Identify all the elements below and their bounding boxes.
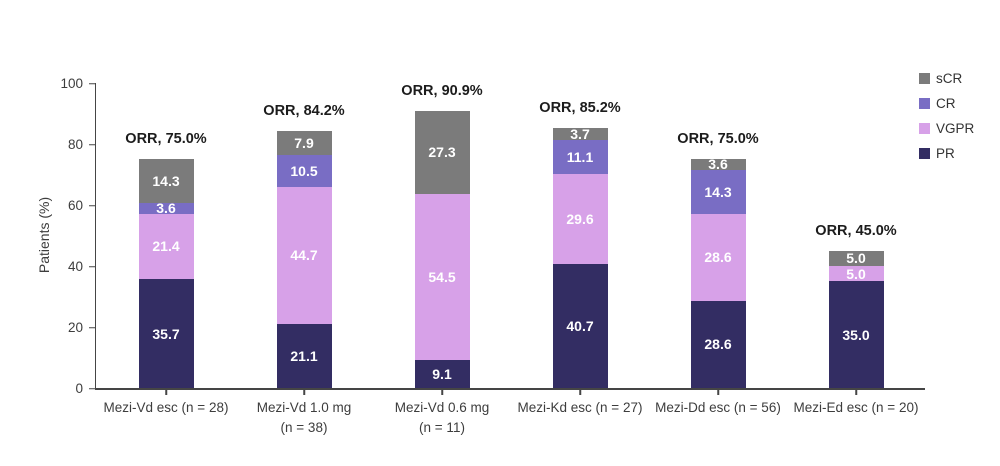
bar-segment-vgpr: 5.0 (828, 265, 884, 282)
category-label: Mezi-Kd esc (n = 27) (517, 400, 643, 415)
bar-segment-pr: 21.1 (276, 323, 332, 388)
bar-segment-cr: 14.3 (690, 169, 746, 214)
segment-value-label: 14.3 (704, 183, 732, 200)
y-axis-tick-label: 0 (75, 380, 83, 396)
segment-value-label: 5.0 (846, 265, 866, 282)
y-axis-tick-label: 60 (67, 197, 83, 213)
segment-value-label: 44.7 (290, 247, 318, 264)
category-label: Mezi-Ed esc (n = 20) (793, 400, 919, 415)
bar-segment-scr: 3.6 (690, 156, 746, 173)
legend-item-scr: sCR (919, 71, 974, 86)
segment-value-label: 35.7 (152, 325, 180, 342)
bar-segment-vgpr: 54.5 (414, 194, 470, 361)
segment-value-label: 9.1 (432, 366, 452, 383)
segment-value-label: 7.9 (294, 135, 314, 152)
y-axis (94, 83, 96, 390)
segment-value-label: 54.5 (428, 269, 456, 286)
orr-annotation: ORR, 75.0% (677, 130, 759, 147)
legend-label: PR (936, 146, 955, 161)
segment-value-label: 5.0 (846, 250, 866, 267)
segment-value-label: 27.3 (428, 144, 456, 161)
category-label: Mezi-Vd 0.6 mg (n = 11) (394, 400, 490, 435)
orr-annotation: ORR, 45.0% (815, 222, 897, 239)
legend-label: CR (936, 96, 956, 111)
bar-segment-pr: 35.0 (828, 281, 884, 388)
segment-value-label: 21.1 (290, 347, 318, 364)
y-axis-tick-label: 80 (67, 136, 83, 152)
bar-segment-vgpr: 28.6 (690, 213, 746, 301)
y-axis-tick (88, 266, 95, 268)
x-axis (94, 388, 925, 390)
segment-value-label: 35.0 (842, 326, 870, 343)
bar-segment-scr: 14.3 (138, 159, 194, 203)
orr-annotation: ORR, 75.0% (125, 131, 207, 148)
bar-segment-pr: 28.6 (690, 300, 746, 388)
segment-value-label: 14.3 (152, 173, 180, 190)
x-axis-tick (441, 389, 443, 395)
y-axis-tick-label: 40 (67, 258, 83, 274)
category-label: Mezi-Dd esc (n = 56) (655, 400, 781, 415)
bar-segment-cr: 3.6 (138, 200, 194, 217)
x-axis-tick (579, 389, 581, 395)
segment-value-label: 3.6 (156, 200, 176, 217)
segment-value-label: 28.6 (704, 249, 732, 266)
cr-swatch-icon (919, 98, 930, 109)
legend: sCR CR VGPR PR (919, 71, 974, 161)
scr-swatch-icon (919, 73, 930, 84)
orr-annotation: ORR, 85.2% (539, 100, 621, 117)
bar-segment-scr: 7.9 (276, 131, 332, 156)
y-axis-tick (88, 144, 95, 146)
y-axis-tick (88, 327, 95, 329)
y-axis-tick-label: 20 (67, 319, 83, 335)
y-axis-tick (88, 388, 95, 390)
segment-value-label: 21.4 (152, 238, 180, 255)
bar-segment-pr: 40.7 (552, 263, 608, 388)
x-axis-tick (855, 389, 857, 395)
vgpr-swatch-icon (919, 123, 930, 134)
legend-item-vgpr: VGPR (919, 121, 974, 136)
legend-item-cr: CR (919, 96, 974, 111)
bar-segment-scr: 3.7 (552, 126, 608, 143)
legend-label: VGPR (936, 121, 975, 136)
category-label: Mezi-Vd esc (n = 28) (103, 400, 229, 415)
legend-item-pr: PR (919, 146, 974, 161)
bar-segment-vgpr: 21.4 (138, 213, 194, 280)
y-axis-tick (88, 205, 95, 207)
segment-value-label: 11.1 (566, 148, 594, 165)
bar-segment-pr: 35.7 (138, 279, 194, 388)
bar-segment-scr: 5.0 (828, 250, 884, 267)
y-axis-tick (88, 83, 95, 85)
pr-swatch-icon (919, 148, 930, 159)
legend-label: sCR (936, 71, 963, 86)
segment-value-label: 28.6 (704, 336, 732, 353)
bar-segment-pr: 9.1 (414, 360, 470, 388)
y-axis-tick-label: 100 (60, 75, 83, 91)
orr-annotation: ORR, 90.9% (401, 82, 483, 99)
bar-segment-cr: 10.5 (276, 155, 332, 188)
bar-segment-cr: 11.1 (552, 139, 608, 174)
x-axis-tick (303, 389, 305, 395)
segment-value-label: 3.7 (570, 126, 590, 143)
bar-segment-vgpr: 44.7 (276, 187, 332, 324)
category-label: Mezi-Vd 1.0 mg (n = 38) (256, 400, 352, 435)
segment-value-label: 40.7 (566, 317, 594, 334)
segment-value-label: 3.6 (708, 156, 728, 173)
x-axis-tick (717, 389, 719, 395)
orr-annotation: ORR, 84.2% (263, 103, 345, 120)
bar-segment-vgpr: 29.6 (552, 173, 608, 264)
x-axis-tick (165, 389, 167, 395)
segment-value-label: 10.5 (290, 163, 318, 180)
segment-value-label: 29.6 (566, 210, 594, 227)
bar-segment-scr: 27.3 (414, 110, 470, 194)
